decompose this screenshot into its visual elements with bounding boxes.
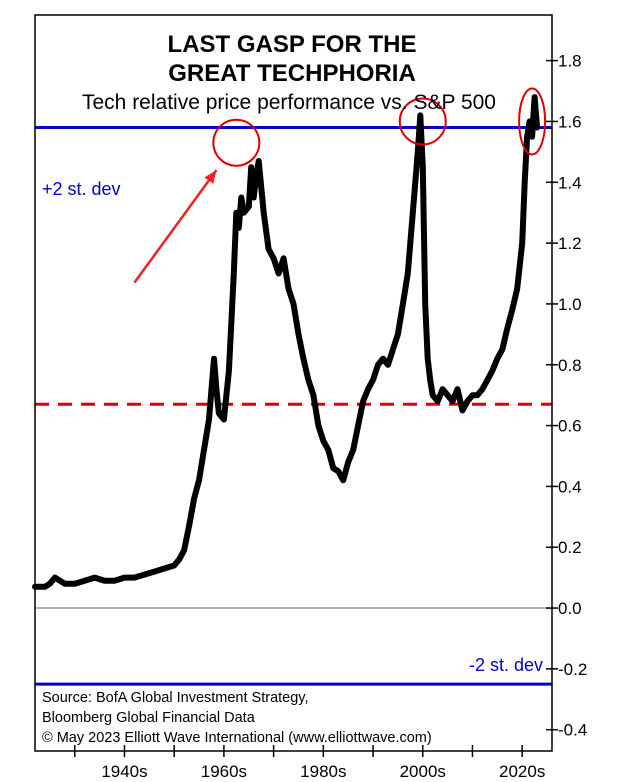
- y-tick-label: -0.2: [558, 660, 587, 679]
- source-line-3: © May 2023 Elliott Wave International (w…: [42, 730, 432, 746]
- series-line-0: [32, 94, 541, 590]
- y-tick-label: 1.0: [558, 295, 582, 314]
- highlight-circle-0: [212, 118, 261, 167]
- y-axis: -0.4 -0.2 0.0 0.2 0.4 0.6 0.8 1.0 1.2 1.4 1.6 1.8: [546, 52, 587, 740]
- source-line-2: Bloomberg Global Financial Data: [42, 710, 256, 726]
- source-line-1: Source: BofA Global Investment Strategy,: [42, 690, 309, 706]
- chart-title-line-2: GREAT TECHPHORIA: [168, 60, 416, 87]
- y-tick-label: 1.6: [558, 112, 582, 131]
- y-tick-label: 0.0: [558, 599, 582, 618]
- series-layer: [32, 94, 541, 590]
- y-tick-label: 0.2: [558, 538, 582, 557]
- x-tick-label: 1960s: [201, 762, 247, 781]
- x-tick-label: 1940s: [101, 762, 147, 781]
- y-tick-label: 0.6: [558, 417, 582, 436]
- chart-title-line-1: LAST GASP FOR THE: [168, 31, 417, 58]
- arrow-shaft: [133, 169, 218, 284]
- y-tick-label: 0.8: [558, 356, 582, 375]
- annotation-layer: [133, 87, 547, 284]
- minus-2-stdev-label: -2 st. dev: [469, 655, 543, 675]
- arrow-head: [204, 170, 217, 184]
- plus-2-stdev-label: +2 st. dev: [42, 179, 121, 199]
- x-tick-label: 2020s: [499, 762, 545, 781]
- chart-subtitle: Tech relative price performance vs. S&P …: [82, 91, 496, 114]
- x-tick-label: 2000s: [400, 762, 446, 781]
- x-tick-label: 1980s: [300, 762, 346, 781]
- y-tick-label: 1.4: [558, 173, 582, 192]
- plot-frame: [34, 14, 553, 752]
- y-tick-label: 1.8: [558, 52, 582, 71]
- reference-lines-layer: [35, 126, 552, 686]
- x-axis: 1940s 1960s 1980s 2000s 2020s: [74, 745, 545, 781]
- y-tick-label: 0.4: [558, 477, 582, 496]
- highlight-circle-1: [398, 97, 447, 146]
- y-tick-label: 1.2: [558, 234, 582, 253]
- y-tick-label: -0.4: [558, 721, 587, 740]
- highlight-circle-2: [518, 87, 547, 156]
